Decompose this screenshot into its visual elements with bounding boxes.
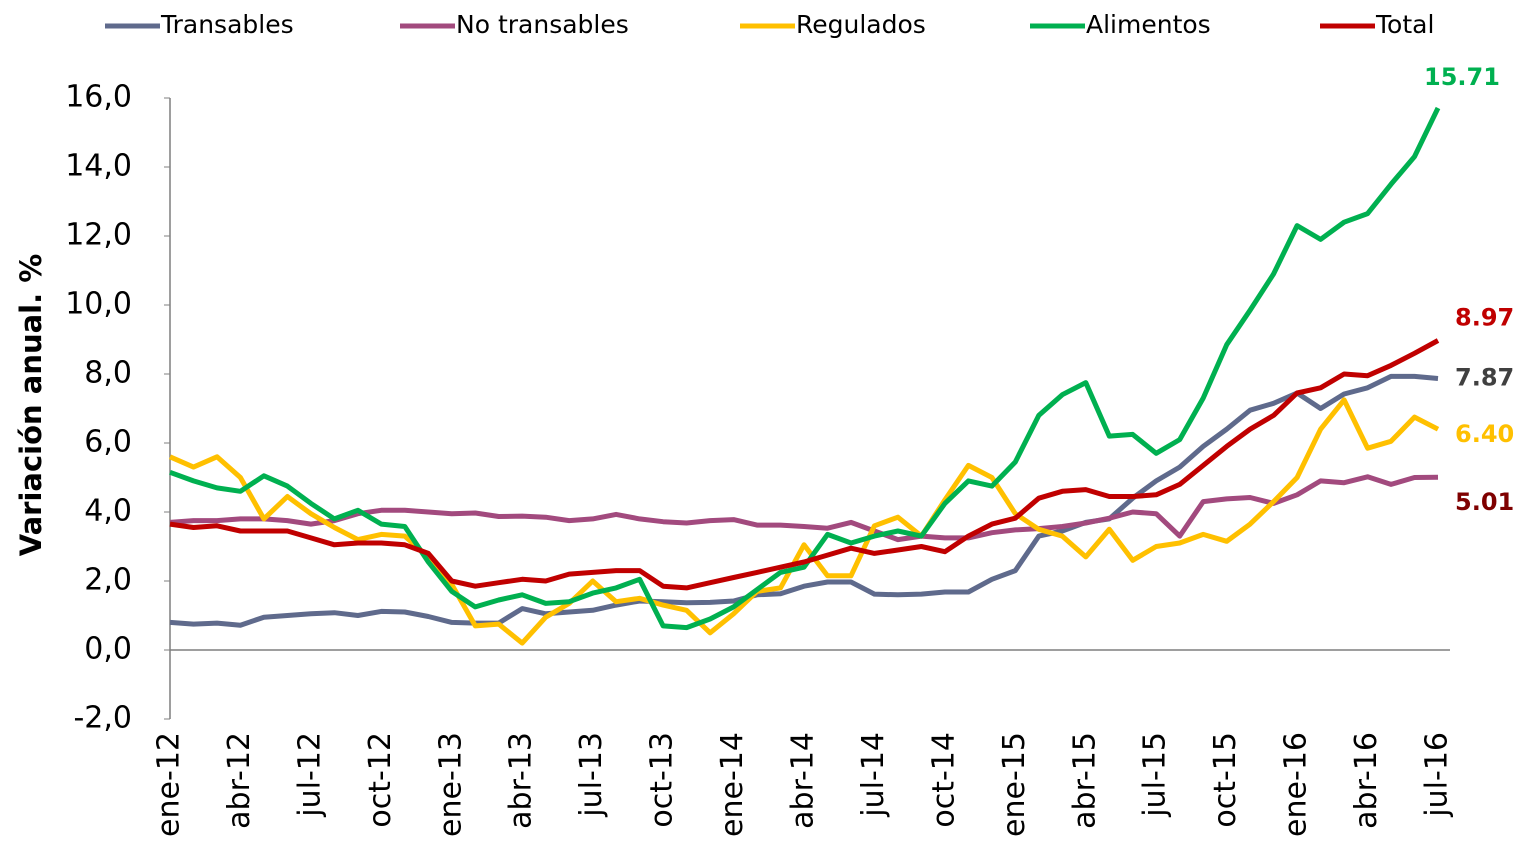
- legend-label: Transables: [160, 10, 294, 39]
- y-tick-label: 14,0: [65, 149, 132, 184]
- y-tick-label: 6,0: [84, 425, 132, 460]
- x-tick-label: jul-14: [856, 732, 891, 818]
- x-tick-label: jul-16: [1420, 732, 1455, 818]
- y-tick-label: -2,0: [73, 701, 132, 736]
- x-tick-label: abr-15: [1067, 732, 1102, 829]
- series-line: [169, 373, 1439, 628]
- legend-label: No transables: [456, 10, 629, 39]
- data-label: 5.01: [1455, 488, 1514, 516]
- x-tick-label: ene-16: [1279, 732, 1314, 837]
- data-label: 15.71: [1424, 63, 1500, 91]
- x-tick-label: abr-12: [222, 732, 257, 829]
- y-axis-title: Variación anual. %: [14, 254, 48, 557]
- x-tick-label: ene-13: [433, 732, 468, 837]
- x-tick-label: ene-14: [715, 732, 750, 837]
- data-label: 7.87: [1455, 363, 1514, 391]
- legend-label: Total: [1375, 10, 1434, 39]
- y-tick-label: 16,0: [65, 80, 132, 115]
- y-tick-label: 2,0: [84, 563, 132, 598]
- x-tick-label: oct-14: [926, 732, 961, 828]
- x-tick-label: oct-12: [363, 732, 398, 828]
- x-tick-label: ene-15: [997, 732, 1032, 837]
- y-tick-label: 0,0: [84, 632, 132, 667]
- x-tick-label: oct-15: [1208, 732, 1243, 828]
- legend-label: Regulados: [796, 10, 926, 39]
- x-tick-label: jul-12: [292, 732, 327, 818]
- y-tick-label: 12,0: [65, 218, 132, 253]
- series-line: [169, 338, 1440, 591]
- x-tick-label: jul-13: [574, 732, 609, 818]
- legend-label: Alimentos: [1086, 10, 1211, 39]
- series-line: [168, 397, 1440, 646]
- series-line: [169, 474, 1439, 543]
- y-tick-label: 8,0: [84, 356, 132, 391]
- y-tick-label: 4,0: [84, 494, 132, 529]
- data-label: 8.97: [1455, 304, 1514, 332]
- x-tick-label: ene-12: [152, 732, 187, 837]
- x-tick-label: abr-14: [786, 732, 821, 829]
- x-tick-label: oct-13: [645, 732, 680, 828]
- data-label: 6.40: [1455, 420, 1514, 448]
- x-tick-label: abr-16: [1349, 732, 1384, 829]
- x-tick-label: abr-13: [504, 732, 539, 829]
- series-line: [169, 106, 1441, 631]
- y-tick-label: 10,0: [65, 287, 132, 322]
- x-tick-label: jul-15: [1138, 732, 1173, 818]
